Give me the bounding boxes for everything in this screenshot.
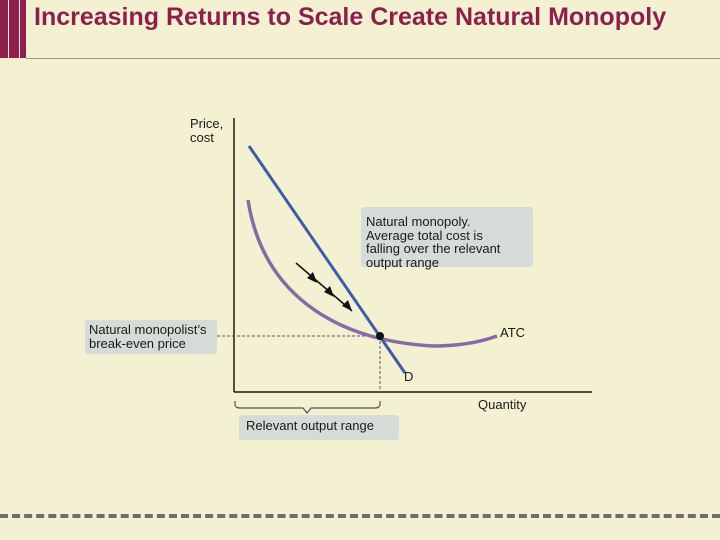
falling-cost-arrowhead xyxy=(307,272,317,283)
y-axis-label: Price, cost xyxy=(190,116,224,145)
break-even-price-callout-box xyxy=(85,320,217,354)
footer-dashed-divider xyxy=(0,514,720,518)
break-even-point xyxy=(376,332,384,340)
break-even-price-callout: Natural monopolist’s break-even price xyxy=(89,322,207,351)
title-accent-bar xyxy=(20,0,26,58)
title-accent-bar xyxy=(9,0,19,58)
relevant-output-range-callout: Relevant output range xyxy=(246,418,374,433)
x-axis-label: Quantity xyxy=(478,397,527,412)
atc-curve-label: ATC xyxy=(500,325,526,340)
falling-cost-arrowhead xyxy=(324,286,334,297)
natural-monopoly-callout: Natural monopoly. Average total cost is … xyxy=(366,214,501,270)
relevant-output-range-callout-box xyxy=(239,415,399,440)
title-divider xyxy=(26,58,720,59)
slide-title: Increasing Returns to Scale Create Natur… xyxy=(34,3,667,31)
falling-cost-arrowhead xyxy=(342,300,352,311)
demand-curve-label: D xyxy=(404,369,414,384)
relevant-output-range-bracket xyxy=(234,401,381,414)
title-accent-bar xyxy=(0,0,8,58)
falling-cost-arrow-line xyxy=(295,262,353,312)
natural-monopoly-callout-box xyxy=(361,207,533,267)
